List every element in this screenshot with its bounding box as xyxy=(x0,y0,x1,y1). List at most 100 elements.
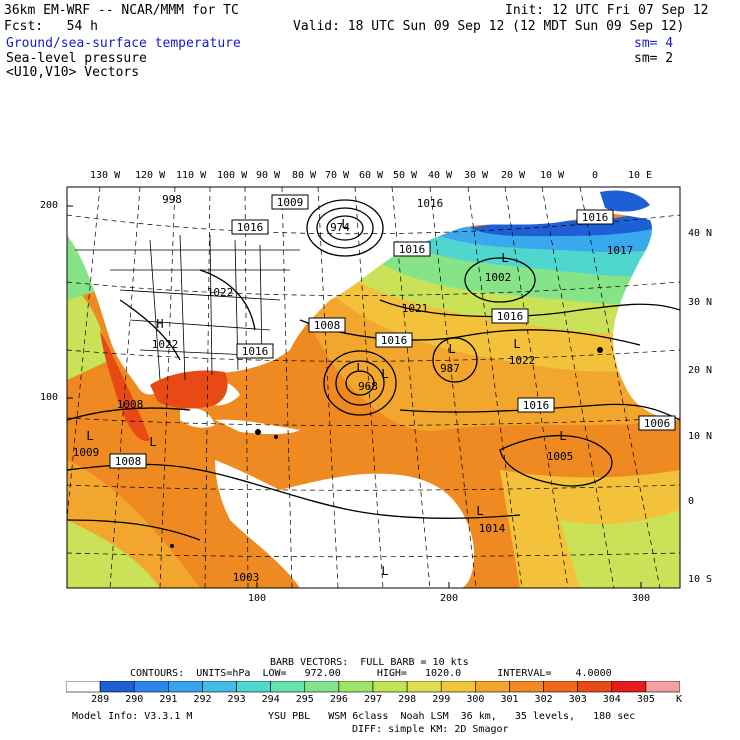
lon-label-10e: 10 E xyxy=(628,170,653,181)
pressure-label: 1016 xyxy=(381,334,408,347)
colorbar-cell xyxy=(168,681,203,693)
pressure-label-box xyxy=(491,308,529,324)
model-info: Model Info: V3.3.1 M xyxy=(72,711,193,722)
colorbar-value: 298 xyxy=(398,694,417,705)
init-time: Init: 12 UTC Fri 07 Sep 12 xyxy=(505,3,709,18)
colorbar-value: 291 xyxy=(159,694,178,705)
pressure-center-letter: L xyxy=(381,367,388,381)
field-smooth-sst: sm= 4 xyxy=(634,36,674,51)
pressure-label: 1008 xyxy=(115,455,142,468)
bottom-axis-200: 200 xyxy=(440,593,459,604)
colorbar-cell xyxy=(440,681,476,693)
sst-gulf-mexico xyxy=(150,370,228,409)
pressure-label: 1003 xyxy=(233,571,260,584)
colorbar-value: 295 xyxy=(295,694,314,705)
land-africa-europe xyxy=(560,187,680,420)
land-greater-antilles xyxy=(215,419,300,434)
colorbar-cell xyxy=(577,681,613,693)
colorbar-cell xyxy=(509,681,544,693)
islands xyxy=(170,347,603,548)
pressure-center-letter: L xyxy=(356,361,363,375)
pressure-label: 1002 xyxy=(485,271,512,284)
field-label-vectors: <U10,V10> Vectors xyxy=(6,65,140,80)
colorbar-value: 303 xyxy=(568,694,587,705)
pressure-label: 987 xyxy=(440,362,460,375)
pressure-label: 1016 xyxy=(417,197,444,210)
model-title: 36km EM-WRF -- NCAR/MMM for TC xyxy=(4,3,239,18)
contours-legend: CONTOURS: UNITS=hPa LOW= 972.00 HIGH= 10… xyxy=(130,668,612,679)
land-newfoundland xyxy=(250,248,340,272)
lon-label-70w: 70 W xyxy=(325,170,350,181)
physics-line-2: DIFF: simple KM: 2D Smagor xyxy=(352,724,509,735)
pressure-label: 1022 xyxy=(152,338,179,351)
colorbar-cell xyxy=(611,681,647,693)
colorbar-cell xyxy=(475,681,510,693)
physics-line-1: YSU PBL WSM 6class Noah LSM 36 km, 35 le… xyxy=(268,711,636,722)
colorbar-value: 292 xyxy=(193,694,212,705)
colorbar-value: 305 xyxy=(636,694,655,705)
lon-label-120w: 120 W xyxy=(135,170,166,181)
colorbar-value: 289 xyxy=(91,694,110,705)
colorbar-value: 294 xyxy=(261,694,280,705)
colorbar-value: 299 xyxy=(432,694,451,705)
pressure-center-letter: L xyxy=(86,429,93,443)
pressure-label: 1016 xyxy=(523,399,550,412)
land-north-america xyxy=(67,187,680,395)
pressure-labels: 998 1009 974 1016 1016 1016 1016 1022 1016 1022 10… xyxy=(73,193,676,584)
lon-label-0: 0 xyxy=(592,170,599,181)
pressure-label-box xyxy=(109,453,147,469)
lon-label-90w: 90 W xyxy=(256,170,281,181)
lat-label-0: 0 xyxy=(688,496,695,507)
colorbar-cell xyxy=(645,681,680,693)
lat-label-20n: 20 N xyxy=(688,365,713,376)
colorbar-value: 301 xyxy=(500,694,519,705)
pressure-center-letter: L xyxy=(559,429,566,443)
pressure-label: 1006 xyxy=(644,417,671,430)
pressure-label: 1022 xyxy=(509,354,536,367)
lon-label-50w: 50 W xyxy=(393,170,418,181)
colorbar-value: 300 xyxy=(466,694,485,705)
colorbar-cell xyxy=(543,681,578,693)
forecast-hour: Fcst: 54 h xyxy=(4,19,98,34)
pressure-label-box xyxy=(375,332,413,348)
land-greenland xyxy=(360,192,470,212)
pressure-label: 998 xyxy=(162,193,182,206)
pressure-center-letter: H xyxy=(156,317,163,331)
sst-pacific-cool xyxy=(67,280,110,380)
pressure-label: 968 xyxy=(358,380,378,393)
colorbar-value: 304 xyxy=(602,694,621,705)
pressure-label: 1016 xyxy=(497,310,524,323)
pressure-label: 1016 xyxy=(237,221,264,234)
field-label-slp: Sea-level pressure xyxy=(6,51,147,66)
pressure-label: 1014 xyxy=(479,522,506,535)
colorbar-cell xyxy=(133,681,169,693)
map-field-layer xyxy=(67,187,680,588)
pressure-center-letter: L xyxy=(448,342,455,356)
colorbar-value: 290 xyxy=(125,694,144,705)
colorbar-cell xyxy=(304,681,340,693)
lat-label-30n: 30 N xyxy=(688,297,713,308)
pressure-label: 1016 xyxy=(242,345,269,358)
pressure-center-letter: L xyxy=(381,564,388,578)
colorbar-value: 302 xyxy=(534,694,553,705)
pressure-center-letter: L xyxy=(513,337,520,351)
pressure-label: 974 xyxy=(330,221,350,234)
pressure-center-letter: L xyxy=(341,217,348,231)
pressure-label: 1016 xyxy=(582,211,609,224)
field-smooth-slp: sm= 2 xyxy=(634,51,674,66)
valid-time: Valid: 18 UTC Sun 09 Sep 12 (12 MDT Sun … xyxy=(293,19,685,34)
lon-label-80w: 80 W xyxy=(292,170,317,181)
bottom-axis-100: 100 xyxy=(248,593,267,604)
sst-colorbar xyxy=(66,681,680,693)
pressure-label-box xyxy=(576,209,614,225)
left-axis-200: 200 xyxy=(40,200,59,211)
sst-band-290 xyxy=(470,195,680,237)
colorbar-cell xyxy=(236,681,271,693)
pressure-label-box xyxy=(517,397,555,413)
lon-label-60w: 60 W xyxy=(359,170,384,181)
left-axis-100: 100 xyxy=(40,392,59,403)
sst-south-atlantic2 xyxy=(560,510,680,588)
lon-label-110w: 110 W xyxy=(176,170,207,181)
bottom-axis-300: 300 xyxy=(632,593,651,604)
colorbar-cell xyxy=(406,681,442,693)
